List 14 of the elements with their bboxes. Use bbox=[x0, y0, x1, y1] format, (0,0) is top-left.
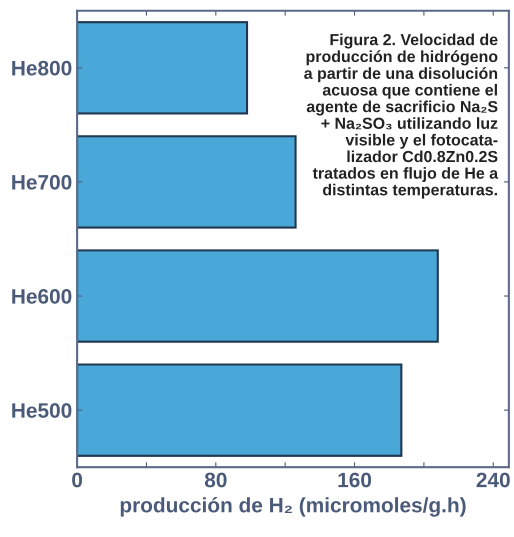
x-tick-label: 240 bbox=[476, 472, 510, 488]
y-tick-label: He800 bbox=[12, 60, 72, 76]
x-tick-label: 80 bbox=[204, 472, 227, 488]
x-axis-title: producción de H₂ (micromoles/g.h) bbox=[120, 497, 466, 517]
bar bbox=[77, 135, 297, 229]
x-tick-label: 160 bbox=[338, 472, 372, 488]
bar bbox=[77, 363, 402, 457]
y-tick-label: He500 bbox=[12, 403, 72, 418]
y-tick-label: He600 bbox=[12, 289, 72, 304]
text: Figura 2. Velocidad de producción de hidrógeno a partir de una disolución acuosa que contiene el agente de sacrificio Na₂S + Na₂SO₃ utilizando luz visible y el fotocata- lizador Cd0.8Zn0.2S tratados en flujo de He a distintas temperaturas. bbox=[304, 34, 498, 199]
bar bbox=[77, 21, 248, 114]
bar bbox=[77, 249, 439, 343]
y-tick-label: He700 bbox=[12, 174, 72, 190]
x-tick-label: 0 bbox=[72, 472, 82, 488]
